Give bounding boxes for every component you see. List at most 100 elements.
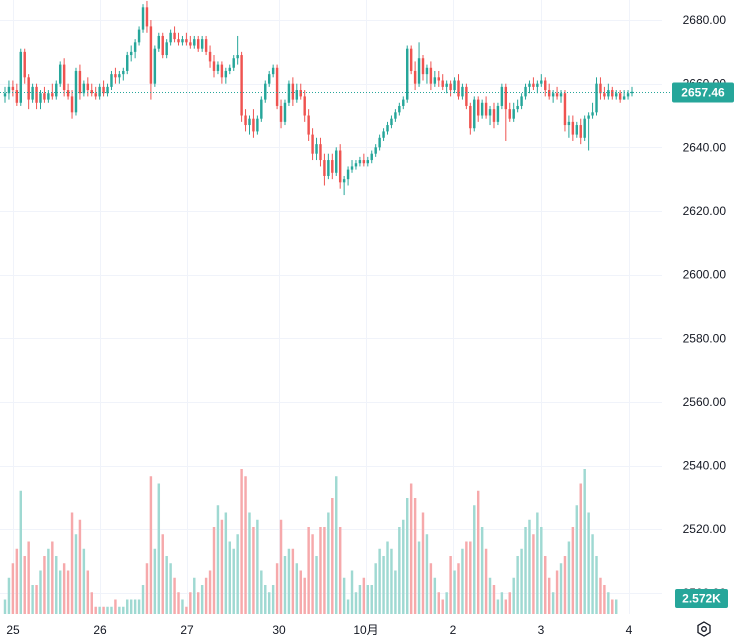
candle-body — [141, 7, 145, 30]
candle-body — [358, 160, 362, 164]
candle-body — [386, 125, 389, 132]
candle-body — [248, 118, 251, 126]
candle-body — [244, 115, 247, 126]
volume-bar — [555, 570, 559, 614]
candle-body — [27, 77, 30, 100]
volume-bar — [429, 563, 433, 614]
volume-bar — [536, 512, 539, 614]
candle-body — [622, 96, 626, 100]
time-axis[interactable]: 25 26 27 30 10月 2 3 4 — [6, 623, 632, 637]
candle-body — [122, 70, 125, 75]
volume-bar — [335, 476, 338, 614]
candle-body — [193, 39, 196, 46]
volume-bar — [279, 519, 283, 614]
volume-bar — [78, 519, 82, 614]
candle-body — [406, 48, 409, 100]
candle-body — [583, 118, 586, 138]
candle-body — [587, 115, 590, 119]
volume-bar — [27, 541, 30, 614]
candle-body — [94, 93, 97, 97]
volume-bar — [417, 541, 421, 614]
time-tick-label: 25 — [6, 623, 20, 637]
candle-body — [532, 83, 535, 87]
volume-bar — [378, 548, 381, 614]
volume-bar — [86, 570, 90, 614]
candle-body — [508, 109, 511, 119]
volume-bar — [409, 483, 413, 614]
volume-bar — [473, 505, 476, 614]
candle-body — [551, 93, 555, 97]
volume-bar — [47, 548, 50, 614]
volume-bar — [122, 606, 125, 614]
volume-bar — [185, 606, 188, 614]
candle-body — [362, 160, 366, 164]
candle-body — [335, 150, 338, 173]
candle-body — [15, 90, 19, 103]
candle-body — [149, 26, 153, 84]
volume-bar — [153, 548, 157, 614]
candle-body — [512, 109, 515, 119]
volume-bar — [319, 527, 322, 614]
volume-bars — [3, 469, 618, 614]
time-tick-label: 30 — [272, 623, 286, 637]
candle-body — [378, 137, 381, 148]
candle-body — [200, 39, 204, 49]
volume-bar — [90, 592, 93, 614]
volume-bar — [579, 483, 582, 614]
candle-body — [374, 147, 377, 154]
candle-body — [473, 99, 476, 129]
volume-bar — [583, 469, 586, 614]
volume-bar — [66, 570, 70, 614]
volume-bar — [441, 599, 444, 614]
volume-bar — [331, 498, 334, 614]
candle-body — [544, 80, 547, 91]
candle-body — [327, 160, 330, 176]
volume-bar — [98, 606, 101, 614]
candle-body — [536, 83, 539, 87]
price-tick-label: 2540.00 — [683, 459, 727, 473]
candle-body — [208, 51, 212, 62]
volume-bar — [421, 512, 425, 614]
candle-body — [390, 118, 393, 126]
volume-bar — [11, 563, 15, 614]
volume-bar — [611, 599, 614, 614]
volume-bar — [488, 577, 492, 614]
candle-body — [350, 166, 354, 170]
candle-body — [78, 70, 82, 94]
candle-body — [500, 86, 504, 106]
candle-body — [264, 83, 267, 100]
volume-badge — [675, 589, 728, 608]
candle-body — [591, 112, 594, 116]
volume-bar — [118, 606, 121, 614]
candle-body — [370, 153, 373, 161]
candle-body — [279, 105, 283, 122]
candle-body — [496, 105, 500, 122]
volume-bar — [595, 556, 598, 614]
volume-bar — [453, 570, 456, 614]
price-tick-label: 2580.00 — [683, 331, 727, 345]
candle-body — [216, 64, 220, 71]
candle-body — [461, 86, 464, 97]
grid — [0, 0, 662, 614]
candle-body — [228, 67, 231, 71]
volume-bar — [51, 541, 54, 614]
volume-bar — [496, 599, 500, 614]
volume-bar — [394, 570, 397, 614]
last-price-badge — [672, 82, 734, 103]
candle-body — [283, 102, 287, 122]
volume-bar — [200, 585, 204, 614]
gear-icon[interactable] — [697, 621, 711, 637]
volume-bar — [354, 592, 358, 614]
volume-bar — [106, 606, 109, 614]
candle-body — [173, 32, 176, 40]
volume-bar — [240, 469, 243, 614]
volume-bar — [559, 563, 563, 614]
volume-bar — [216, 505, 220, 614]
volume-bar — [402, 519, 405, 614]
candle-body — [413, 70, 417, 84]
candle-body — [342, 179, 346, 183]
candle-body — [492, 109, 496, 122]
volume-bar — [350, 570, 354, 614]
